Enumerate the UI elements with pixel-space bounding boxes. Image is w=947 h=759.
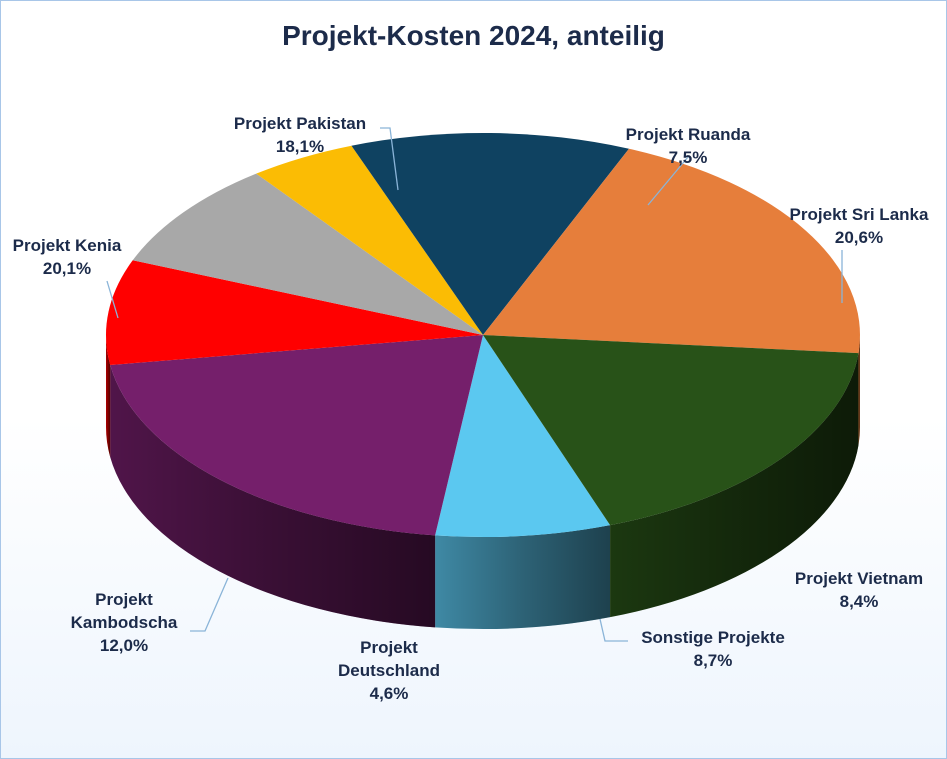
slice-projekt-deutschland[interactable] — [256, 145, 483, 335]
slice-projekt-kambodscha[interactable] — [351, 133, 629, 335]
label-value: 20,6% — [835, 228, 883, 247]
label-name: Projekt Sri Lanka — [790, 205, 929, 224]
slice-side-shade — [435, 525, 611, 629]
leader-line — [380, 127, 399, 191]
label-value: 7,5% — [669, 148, 708, 167]
slice-projekt-pakistan[interactable] — [483, 335, 859, 526]
data-label-projekt-pakistan: Projekt Pakistan 18,1% — [234, 114, 399, 191]
label-text: Projekt Kambodscha 12,0% — [71, 590, 178, 655]
data-label-projekt-deutschland: Projekt Deutschland 4,6% — [338, 638, 440, 703]
label-text: Projekt Deutschland 4,6% — [338, 638, 440, 703]
slice-side-shade — [106, 335, 111, 457]
label-value: 18,1% — [276, 137, 324, 156]
label-text: Projekt Vietnam 8,4% — [795, 569, 923, 611]
label-text: Projekt Ruanda 7,5% — [626, 125, 751, 167]
slice-side-shade — [858, 335, 860, 446]
label-name: Sonstige Projekte — [641, 628, 785, 647]
slice-projekt-ruanda[interactable] — [435, 335, 611, 537]
label-value: 20,1% — [43, 259, 91, 278]
label-name: Projekt Vietnam — [795, 569, 923, 588]
label-name: Kambodscha — [71, 613, 178, 632]
slice-sonstige-projekte[interactable] — [132, 173, 483, 335]
label-name: Projekt — [360, 638, 418, 657]
data-label-projekt-kenia: Projekt Kenia 20,1% — [13, 236, 122, 319]
chart-title: Projekt-Kosten 2024, anteilig — [282, 20, 665, 51]
slice-projekt-kenia[interactable] — [483, 148, 861, 354]
label-text: Projekt Pakistan 18,1% — [234, 114, 366, 156]
label-name: Projekt Ruanda — [626, 125, 751, 144]
data-label-projekt-ruanda: Projekt Ruanda 7,5% — [626, 125, 751, 206]
data-label-sonstige-projekte: Sonstige Projekte 8,7% — [599, 618, 785, 670]
label-name: Projekt — [95, 590, 153, 609]
data-label-projekt-kambodscha: Projekt Kambodscha 12,0% — [71, 577, 229, 655]
label-name: Deutschland — [338, 661, 440, 680]
slice-side-shade — [610, 353, 859, 618]
slice-projekt-vietnam[interactable] — [105, 260, 483, 365]
label-text: Sonstige Projekte 8,7% — [641, 628, 785, 670]
label-name: Projekt Kenia — [13, 236, 122, 255]
slice-projekt-sri-lanka[interactable] — [110, 335, 483, 536]
label-name: Projekt Pakistan — [234, 114, 366, 133]
leader-line — [647, 156, 689, 206]
label-value: 4,6% — [370, 684, 409, 703]
label-text: Projekt Kenia 20,1% — [13, 236, 122, 278]
leader-line — [106, 280, 119, 319]
leader-line — [599, 618, 628, 642]
slice-side-shade — [110, 364, 436, 628]
label-text: Projekt Sri Lanka 20,6% — [790, 205, 929, 247]
label-value: 8,4% — [840, 592, 879, 611]
leader-line — [190, 577, 229, 632]
label-value: 8,7% — [694, 651, 733, 670]
data-label-projekt-sri-lanka: Projekt Sri Lanka 20,6% — [790, 205, 929, 303]
data-label-projekt-vietnam: Projekt Vietnam 8,4% — [795, 569, 923, 611]
label-value: 12,0% — [100, 636, 148, 655]
